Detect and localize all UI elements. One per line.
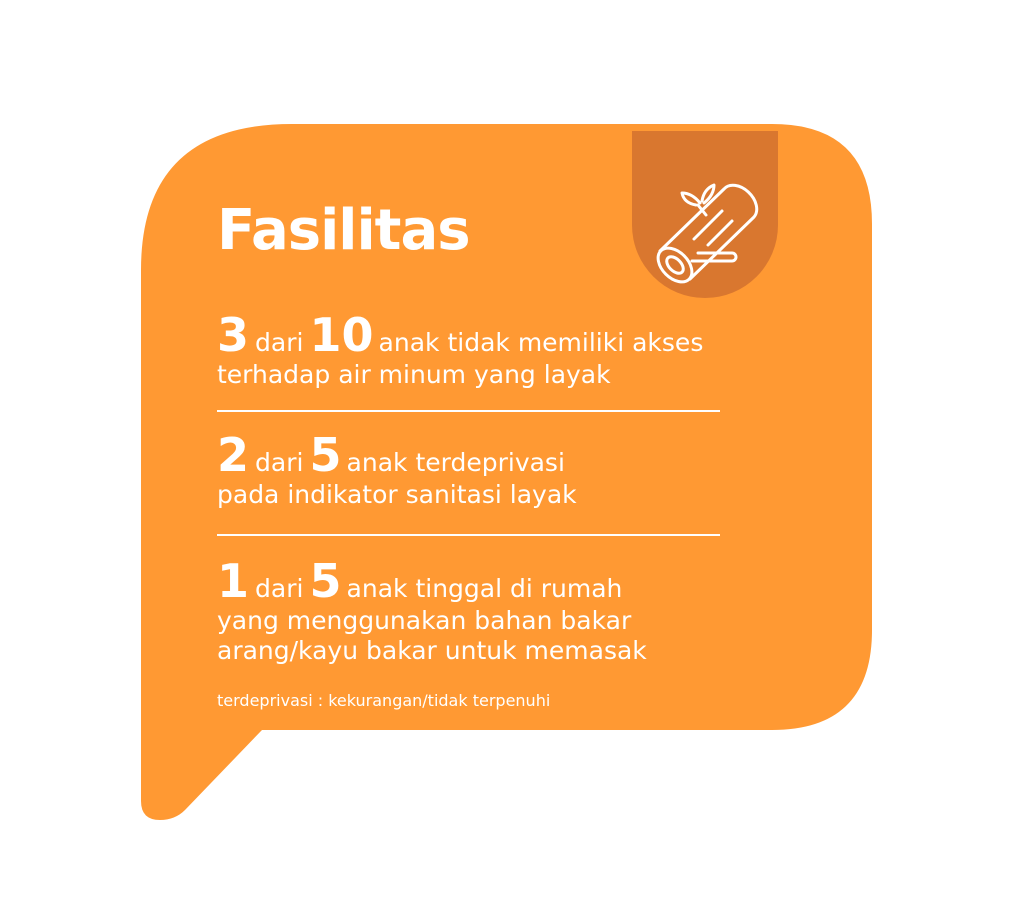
stat-continuation: arang/kayu bakar untuk memasak bbox=[217, 636, 647, 665]
divider bbox=[217, 410, 720, 412]
divider bbox=[217, 534, 720, 536]
stat-continuation: terhadap air minum yang layak bbox=[217, 360, 611, 389]
stat-continuation: yang menggunakan bahan bakar bbox=[217, 606, 632, 635]
icon-tab bbox=[632, 131, 778, 298]
stat-continuation: pada indikator sanitasi layak bbox=[217, 480, 577, 509]
stat-joiner: dari bbox=[255, 574, 304, 603]
stat-joiner: dari bbox=[255, 328, 304, 357]
stat-item: 1 dari 5 anak tinggal di rumah yang menggu… bbox=[217, 556, 647, 666]
stat-number: 5 bbox=[309, 554, 342, 608]
stat-item: 2 dari 5 anak terdeprivasi pada indikator … bbox=[217, 430, 577, 510]
footnote: terdeprivasi : kekurangan/tidak terpenuh… bbox=[217, 691, 551, 710]
stat-item: 3 dari 10 anak tidak memiliki akses terhad… bbox=[217, 310, 703, 390]
log-wood-icon bbox=[656, 183, 759, 284]
stat-number: 1 bbox=[217, 554, 250, 608]
stat-number: 3 bbox=[217, 308, 250, 362]
stat-number: 10 bbox=[309, 308, 374, 362]
stat-number: 2 bbox=[217, 428, 250, 482]
page-title: Fasilitas bbox=[217, 198, 471, 263]
stat-text: anak tidak memiliki akses bbox=[378, 328, 704, 357]
stat-text: anak terdeprivasi bbox=[346, 448, 565, 477]
stat-number: 5 bbox=[309, 428, 342, 482]
stat-text: anak tinggal di rumah bbox=[346, 574, 623, 603]
stat-joiner: dari bbox=[255, 448, 304, 477]
